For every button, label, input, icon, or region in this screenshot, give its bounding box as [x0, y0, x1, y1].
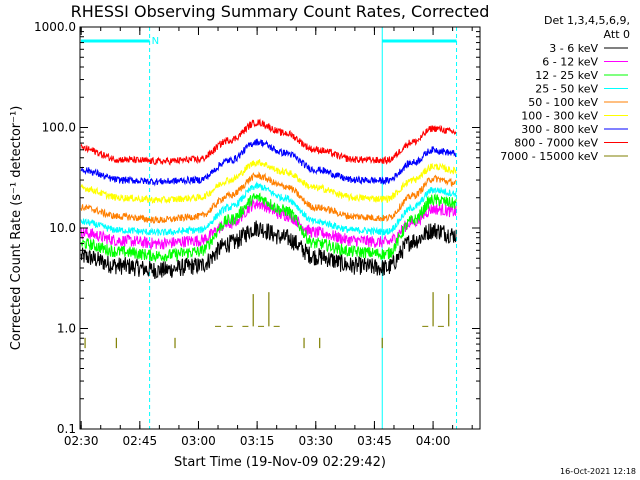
y-tick-label-0: 0.1 — [57, 422, 76, 436]
series-line-12-25-kev — [80, 192, 457, 263]
plot-frame — [79, 26, 481, 430]
series-layer — [80, 118, 457, 349]
y-tick-label-2: 10.0 — [49, 221, 76, 235]
legend-label-2: 12 - 25 keV — [535, 69, 598, 82]
legend-label-1: 6 - 12 keV — [542, 56, 598, 69]
series-line-100-300-kev — [80, 159, 457, 205]
series-line-3-6-kev — [80, 220, 457, 280]
x-tick-label-5: 03:45 — [357, 434, 392, 448]
legend-label-4: 50 - 100 keV — [528, 96, 598, 109]
legend-label-3: 25 - 50 keV — [535, 83, 598, 96]
x-tick-label-0: 02:30 — [64, 434, 99, 448]
x-tick-label-1: 02:45 — [123, 434, 158, 448]
y-tick-label-3: 100.0 — [42, 121, 76, 135]
series-line-25-50-kev — [80, 181, 457, 236]
series-line-6-12-kev — [80, 198, 457, 251]
legend-label-6: 300 - 800 keV — [521, 123, 598, 136]
y-axis-label: Corrected Count Rate (s⁻¹ detector⁻¹) — [9, 106, 24, 351]
x-tick-label-6: 04:00 — [416, 434, 451, 448]
axes: 02:30 02:45 03:00 03:15 03:30 03:45 04:00 0.1 1.… — [34, 20, 480, 448]
legend-label-7: 800 - 7000 keV — [514, 137, 598, 150]
legend-header-line-2: Att 0 — [604, 28, 630, 41]
legend-label-0: 3 - 6 keV — [549, 42, 598, 55]
series-line-50-100-kev — [80, 171, 457, 224]
y-tick-label-4: 1000.0 — [34, 20, 76, 34]
x-tick-label-3: 03:15 — [240, 434, 275, 448]
annotation-n: N — [152, 36, 159, 47]
legend-header-line-1: Det 1,3,4,5,6,9, — [544, 14, 630, 27]
series-line-800-7000-kev — [80, 118, 457, 166]
footer-stamp: 16-Oct-2021 12:18 — [560, 467, 636, 476]
x-axis-label: Start Time (19-Nov-09 02:29:42) — [174, 455, 386, 470]
x-tick-label-2: 03:00 — [181, 434, 216, 448]
legend-label-8: 7000 - 15000 keV — [500, 150, 598, 163]
series-line-300-800-kev — [80, 138, 457, 187]
chart-title: RHESSI Observing Summary Count Rates, Co… — [71, 2, 490, 21]
y-tick-label-1: 1.0 — [57, 322, 76, 336]
x-tick-label-4: 03:30 — [298, 434, 333, 448]
legend-label-5: 100 - 300 keV — [521, 110, 598, 123]
